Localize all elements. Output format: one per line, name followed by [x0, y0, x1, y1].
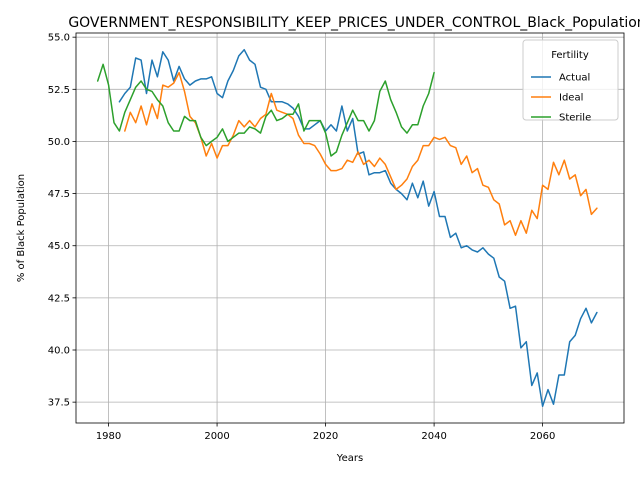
x-tick-label: 2040: [421, 431, 446, 442]
legend: Fertility Actual Ideal Sterile: [522, 39, 619, 124]
y-tick-label: 40.0: [48, 346, 70, 357]
legend-label-actual: Actual: [559, 73, 590, 84]
y-tick-label: 52.5: [48, 85, 70, 96]
x-tick-label: 2060: [530, 431, 555, 442]
legend-label-ideal: Ideal: [559, 93, 583, 104]
y-tick-label: 45.0: [48, 241, 70, 252]
y-tick-label: 42.5: [48, 293, 70, 304]
plot-frame: [75, 32, 625, 424]
chart-title: GOVERNMENT_RESPONSIBILITY_KEEP_PRICES_UN…: [68, 15, 640, 31]
series-line-sterile: [96, 63, 435, 157]
y-tick-label: 47.5: [48, 189, 70, 200]
legend-label-sterile: Sterile: [559, 113, 591, 124]
y-tick-label: 55.0: [48, 33, 70, 44]
x-axis: 1980 2000 2020 2040 2060: [96, 423, 555, 442]
y-tick-label: 50.0: [48, 137, 70, 148]
series-layer: [96, 48, 598, 408]
y-tick-label: 37.5: [48, 398, 70, 409]
x-axis-label: Years: [336, 453, 363, 464]
legend-title: Fertility: [551, 50, 589, 61]
x-tick-label: 2020: [313, 431, 338, 442]
gridlines: [76, 33, 624, 423]
series-line-actual: [118, 48, 598, 408]
series-line-ideal: [124, 71, 598, 237]
y-axis: 37.5 40.0 42.5 45.0 47.5 50.0 52.5 55.0: [48, 33, 76, 409]
y-axis-label: % of Black Population: [16, 174, 27, 282]
x-tick-label: 2000: [204, 431, 229, 442]
legend-box: [522, 39, 619, 121]
x-tick-label: 1980: [96, 431, 121, 442]
